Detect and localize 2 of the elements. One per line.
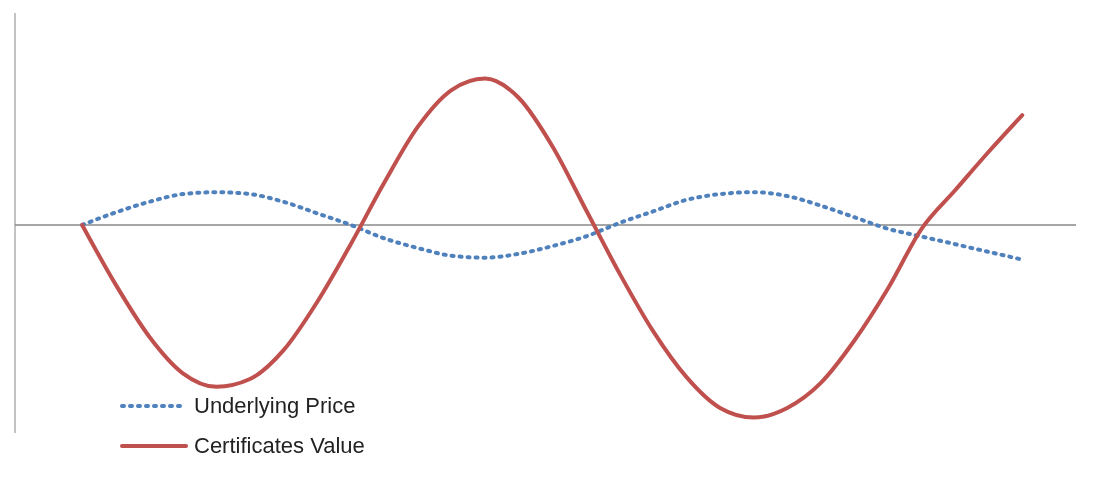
legend-label: Certificates Value (194, 433, 365, 459)
legend-label: Underlying Price (194, 393, 356, 419)
